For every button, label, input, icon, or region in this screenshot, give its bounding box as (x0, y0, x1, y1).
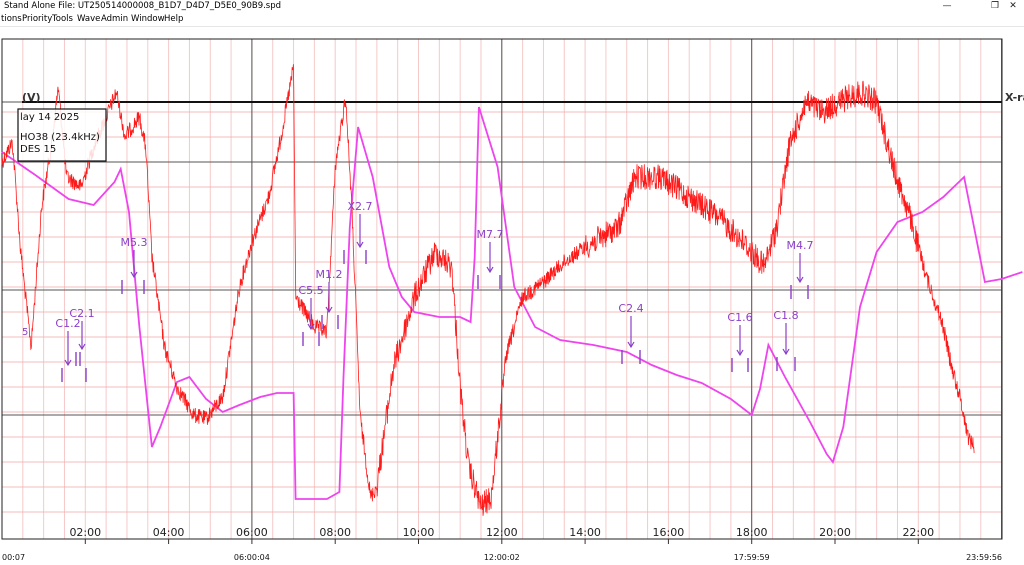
side-value-label: 5 (22, 327, 28, 338)
menu-tools[interactable]: Tools (52, 14, 73, 24)
time-tick-labels: 02:00 04:00 06:00 08:00 10:00 12:00 14:00 16:00… (69, 526, 934, 544)
time-tick-label: 04:00 (153, 526, 185, 539)
flare-arrowhead (627, 341, 635, 349)
vlf-chart[interactable]: C1.2C2.1 M5.3 C5.5 M1.2 X2.7 M7.7 C2.4 C1.6 C1.8… (0, 27, 1024, 565)
flare-marker: M7.7 (477, 228, 504, 289)
menu-priority[interactable]: Priority (22, 14, 53, 24)
minimize-button[interactable]: — (942, 1, 952, 11)
window-title: Stand Alone File: UT250514000008_B1D7_D4… (4, 1, 282, 11)
right-axis-label: X-ra (1005, 91, 1024, 104)
flare-arrowhead (356, 241, 364, 249)
flare-arrowhead (64, 359, 72, 367)
time-tick-label: 02:00 (69, 526, 101, 539)
info-date: lay 14 2025 (20, 112, 79, 123)
xray-flux-line (1, 106, 1023, 500)
time-tick-label: 18:00 (736, 526, 768, 539)
info-source: DES 15 (20, 144, 56, 155)
cursor-time-label: 12:00:02 (484, 553, 520, 562)
flare-label: C2.1 (69, 307, 94, 320)
flare-arrowhead (736, 349, 744, 357)
time-tick-label: 14:00 (569, 526, 601, 539)
menu-options[interactable]: tions (1, 14, 22, 24)
cursor-time-label: 06:00:04 (234, 553, 270, 562)
time-tick-label: 16:00 (653, 526, 685, 539)
flare-arrowhead (325, 306, 333, 314)
menu-admin[interactable]: Admin (101, 14, 129, 24)
chart-grid (1, 39, 1003, 539)
flare-marker: M1.2 (316, 268, 343, 329)
cursor-time-label: 17:59:59 (734, 553, 770, 562)
flare-arrowhead (782, 348, 790, 356)
flare-label: C2.4 (618, 302, 643, 315)
flare-label: M4.7 (787, 239, 814, 252)
maximize-button[interactable]: ❐ (990, 1, 1000, 11)
title-bar: Stand Alone File: UT250514000008_B1D7_D4… (0, 0, 1024, 13)
flare-label: M1.2 (316, 268, 343, 281)
time-tick-label: 06:00 (236, 526, 268, 539)
flare-marker: M5.3 (121, 236, 148, 294)
flare-marker: C1.6 (727, 311, 753, 372)
time-tick-label: 12:00 (486, 526, 518, 539)
menu-help[interactable]: Help (164, 14, 184, 24)
flare-label: C1.6 (727, 311, 752, 324)
cursor-time-label: 23:59:56 (966, 553, 1002, 562)
flare-label: C5.5 (298, 284, 323, 297)
flare-marker: X2.7 (343, 200, 373, 264)
info-box (17, 108, 107, 162)
flare-label: C1.2 (55, 317, 80, 330)
flare-marker: C1.8 (773, 309, 799, 371)
flare-label: C1.8 (773, 309, 798, 322)
time-tick-label: 20:00 (819, 526, 851, 539)
time-tick-label: 08:00 (319, 526, 351, 539)
flare-markers: C1.2C2.1 M5.3 C5.5 M1.2 X2.7 M7.7 C2.4 C1.6 C1.8… (55, 200, 813, 382)
flare-marker: C2.1 (69, 307, 95, 366)
cursor-time-labels: 00:07 06:00:04 12:00:02 17:59:59 23:59:56 (2, 553, 1002, 562)
flare-arrowhead (78, 343, 86, 351)
flare-arrowhead (796, 276, 804, 284)
flare-marker: C2.4 (618, 302, 644, 364)
info-station: HO38 (23.4kHz) (20, 132, 100, 143)
left-axis-label: (V) (22, 91, 41, 104)
flare-marker: C1.2 (55, 317, 87, 382)
flare-label: M7.7 (477, 228, 504, 241)
menu-window[interactable]: Window (131, 14, 165, 24)
time-tick-label: 22:00 (902, 526, 934, 539)
menu-wave[interactable]: Wave (77, 14, 101, 24)
flare-label: X2.7 (347, 200, 372, 213)
flare-arrowhead (307, 323, 315, 331)
vlf-signal-line (1, 64, 975, 516)
flare-marker: M4.7 (787, 239, 814, 299)
flare-arrowhead (486, 266, 494, 274)
cursor-time-label: 00:07 (2, 553, 25, 562)
flare-label: M5.3 (121, 236, 148, 249)
flare-marker: C5.5 (298, 284, 324, 346)
time-tick-label: 10:00 (403, 526, 435, 539)
menu-bar: tions Priority Tools Wave Admin Window H… (0, 13, 1024, 27)
flare-arrowhead (130, 271, 138, 279)
close-button[interactable]: ✕ (1009, 1, 1017, 11)
